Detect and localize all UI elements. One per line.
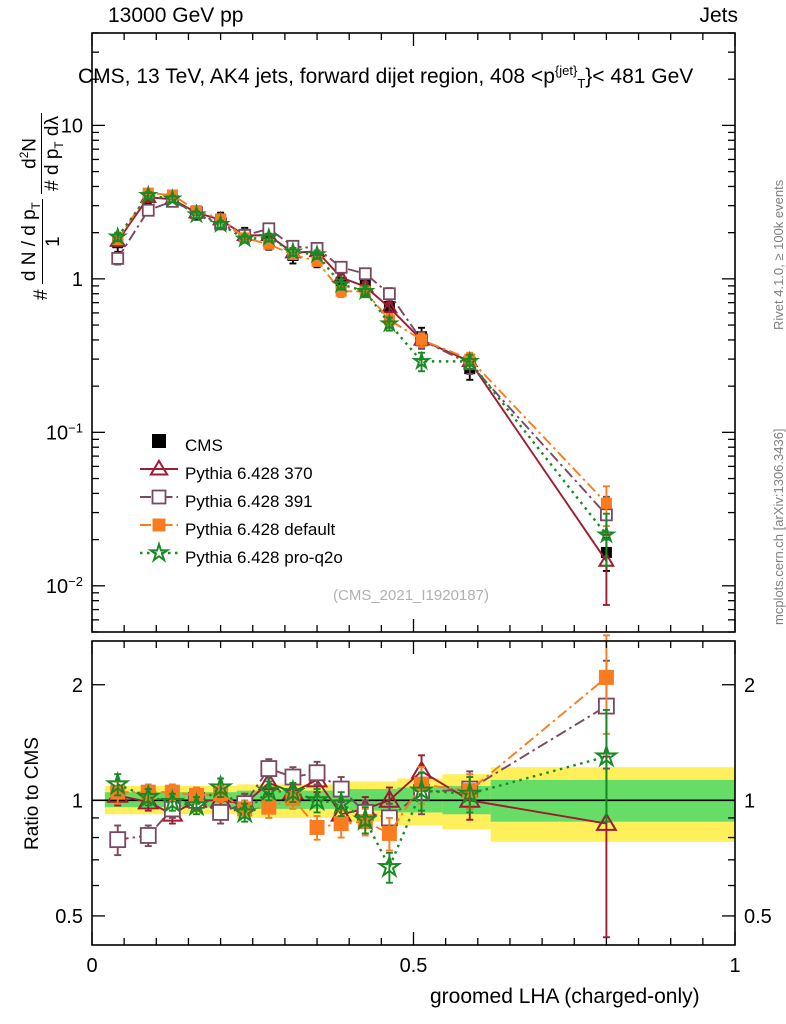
main-ytick-label-1: 1	[72, 269, 83, 291]
x-axis-label: groomed LHA (charged-only)	[430, 985, 700, 1008]
main-pythia-6-428-default-marker-9	[335, 285, 347, 297]
ratio-pythia-6-428-pro-q2o-marker-14	[593, 743, 620, 768]
main-pythia-6-428-pro-q2o-marker-9	[330, 273, 352, 294]
plot-title-tail: }< 481 GeV	[585, 65, 694, 88]
main-pythia-6-428-pro-q2o-marker-14	[596, 523, 617, 544]
legend-item-pythia-391[interactable]: Pythia 6.428 391	[185, 492, 313, 511]
ratio-pythia-6-428-pro-q2o-marker-10	[352, 806, 379, 831]
ratio-pythia-6-428-370-marker-14	[595, 812, 618, 831]
ratio-pythia-6-428-391-marker-4	[212, 804, 230, 821]
main-pythia-6-428-pro-q2o-marker-8	[306, 243, 328, 264]
xtick-label-0: 0	[86, 955, 97, 977]
header-beam-label: 13000 GeV pp	[108, 4, 244, 27]
analysis-id-watermark: (CMS_2021_I1920187)	[333, 587, 489, 604]
ratio-pythia-6-428-pro-q2o-marker-11	[376, 853, 403, 879]
legend-glyph-pythia-6-428-391-marker	[151, 489, 167, 505]
main-pythia-6-428-370-marker-11	[380, 298, 399, 314]
ratio-pythia-6-428-391-marker-8	[308, 764, 326, 782]
main-pythia-6-428-pro-q2o-marker-10	[355, 280, 376, 301]
legend-glyph-pythia-6-428-default-marker	[152, 518, 166, 532]
xtick-label-2: 1	[729, 955, 740, 977]
main-pythia-6-428-default-marker-14	[600, 497, 612, 509]
ratio-pythia-6-428-pro-q2o-marker-2	[159, 788, 186, 813]
legend-glyph-cms-marker	[152, 434, 166, 448]
legend-item-cms[interactable]: CMS	[185, 436, 223, 455]
ratio-pythia-6-428-pro-q2o-marker-7	[280, 778, 306, 804]
main-pythia-6-428-pro-q2o-marker-12	[411, 350, 432, 371]
main-pythia-6-428-default-marker-8	[311, 255, 323, 267]
ratio-pythia-6-428-pro-q2o-marker-13	[456, 780, 483, 805]
legend-item-pythia-370[interactable]: Pythia 6.428 370	[185, 464, 313, 483]
ratio-pythia-6-428-391-marker-0	[109, 831, 127, 849]
ratio-pythia-6-428-pro-q2o-marker-8	[304, 786, 330, 812]
main-pythia-6-428-pro-q2o-marker-13	[459, 350, 481, 371]
main-pythia-6-428-pro-q2o-marker-11	[379, 312, 400, 333]
main-pythia-6-428-pro-q2o-marker-3	[186, 203, 207, 224]
main-pythia-6-428-pro-q2o-marker-6	[258, 226, 280, 247]
legend-item-pythia-proq2o[interactable]: Pythia 6.428 pro-q2o	[185, 548, 343, 567]
main-pythia-6-428-pro-q2o-marker-7	[282, 241, 304, 261]
ratio-ytick-label-left-0: 2	[72, 675, 83, 697]
main-pythia-6-428-pro-q2o-marker-5	[234, 228, 255, 248]
ratio-pythia-6-428-default-marker-6	[261, 799, 277, 815]
main-pythia-6-428-default-marker-6	[263, 238, 275, 250]
ratio-pythia-6-428-pro-q2o-marker-6	[255, 777, 282, 802]
main-pythia-6-428-391-marker-0	[111, 251, 125, 265]
ratio-ytick-label-left-1: 1	[72, 790, 83, 812]
ratio-pythia-6-428-pro-q2o-marker-4	[207, 774, 234, 799]
ratio-pythia-6-428-pro-q2o-marker-1	[135, 783, 162, 808]
ratio-pythia-6-428-pro-q2o-marker-0	[104, 770, 131, 796]
legend-item-pythia-default[interactable]: Pythia 6.428 default	[185, 520, 336, 539]
ratio-pythia-6-428-391-marker-6	[260, 760, 278, 777]
ratio-pythia-6-428-default-marker-9	[333, 816, 349, 832]
main-pythia-6-428-391-marker-9	[334, 260, 348, 274]
main-pythia-6-428-391-marker-10	[358, 267, 372, 281]
main-pythia-6-428-391-marker-11	[382, 287, 396, 301]
main-pythia-6-428-391-marker-1	[141, 203, 155, 217]
ratio-pythia-6-428-pro-q2o-marker-5	[231, 798, 258, 824]
ratio-pythia-6-428-default-marker-8	[309, 819, 325, 835]
plot-title-main: CMS, 13 TeV, AK4 jets, forward dijet reg…	[78, 65, 555, 88]
ratio-ytick-label-right-0: 2	[744, 675, 755, 697]
legend-glyph-pythia-6-428-370-marker	[149, 458, 169, 476]
xtick-label-1: 0.5	[400, 955, 428, 977]
main-pythia-6-428-pro-q2o-marker-2	[162, 188, 183, 208]
main-ytick-label-3: 10−2	[46, 573, 83, 598]
ratio-pythia-6-428-391-marker-1	[139, 827, 157, 844]
main-pythia-6-428-pro-q2o-marker-1	[137, 184, 159, 205]
ratio-ytick-label-left-2: 0.5	[55, 906, 83, 928]
ratio-pythia-6-428-default-marker-11	[381, 825, 397, 841]
ratio-pythia-6-428-pro-q2o-marker-3	[183, 791, 210, 817]
plot-title: CMS, 13 TeV, AK4 jets, forward dijet reg…	[78, 63, 693, 91]
ratio-pythia-6-428-pro-q2o-marker-12	[408, 777, 435, 802]
ratio-pythia-6-428-pro-q2o-marker-9	[328, 790, 354, 815]
main-ytick-label-2: 10−1	[46, 420, 83, 445]
legend: CMS Pythia 6.428 370 Pythia 6.428 391 Py…	[185, 432, 343, 572]
plot-title-sup: {jet}	[554, 63, 578, 78]
ratio-pythia-6-428-default-marker-14	[598, 669, 614, 685]
plot-title-sub: T	[577, 76, 586, 92]
main-pythia-6-428-default-marker-12	[416, 334, 428, 346]
main-pythia-6-428-pro-q2o-marker-4	[210, 213, 231, 233]
header-analysis-label: Jets	[699, 4, 738, 27]
main-ytick-label-0: 10	[61, 115, 83, 137]
legend-glyph-pythia-6-428-pro-q2o-marker	[147, 540, 171, 563]
ratio-ytick-label-right-1: 1	[744, 790, 755, 812]
main-pythia-6-428-pro-q2o-marker-0	[107, 225, 128, 246]
ratio-ytick-label-right-2: 0.5	[744, 906, 772, 928]
